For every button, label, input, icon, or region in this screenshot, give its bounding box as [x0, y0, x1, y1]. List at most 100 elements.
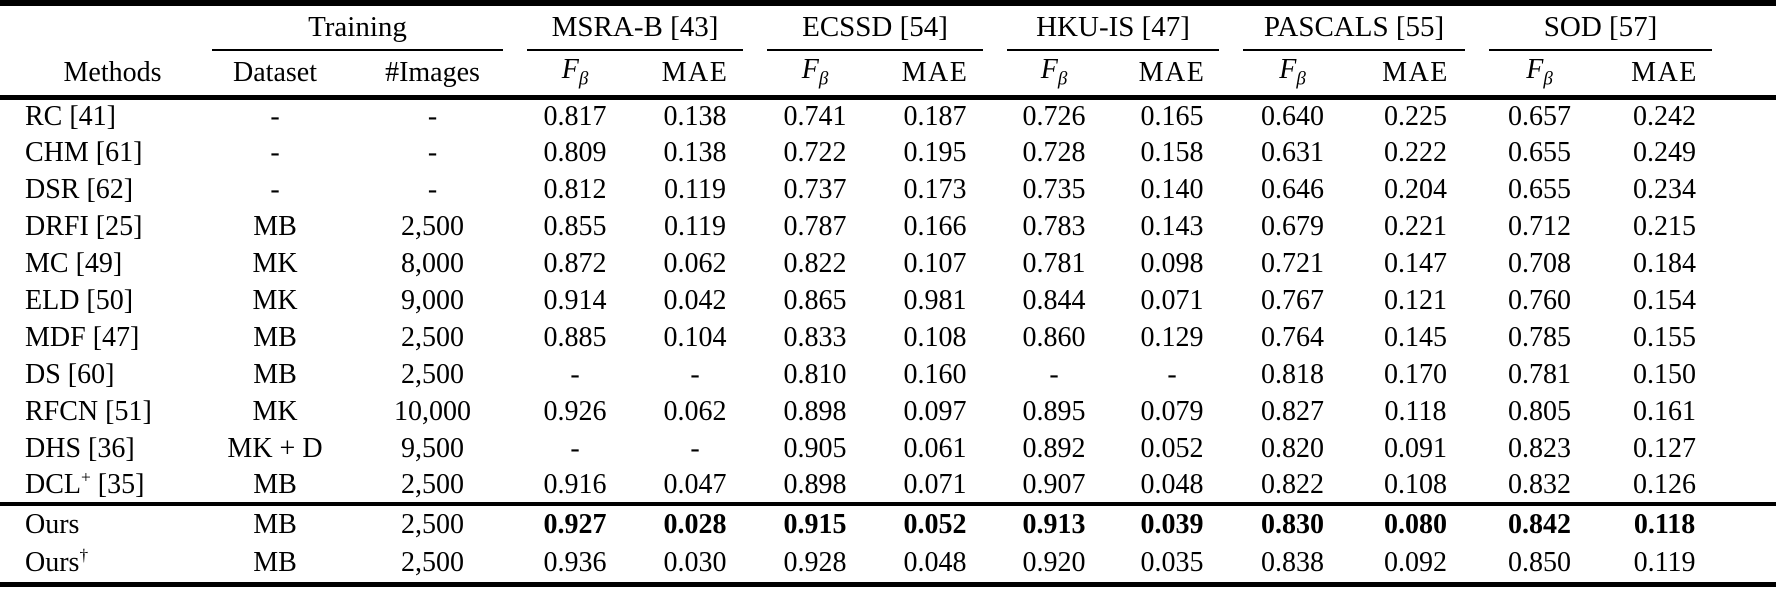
- dataset-cell: MK: [252, 395, 298, 427]
- metric-cell: 0.785: [1508, 321, 1572, 353]
- metric-cell: 0.885: [543, 321, 607, 353]
- method-cell: DCL+ [35]: [25, 467, 145, 500]
- metric-cell: 0.143: [1140, 210, 1204, 242]
- images-cell: 2,500: [401, 358, 464, 390]
- column-header-row: Methods Dataset #Images Fβ MAE Fβ MAE Fβ…: [0, 51, 1776, 97]
- training-group-header: Training: [200, 3, 515, 51]
- table-row: DHS [36] MK + D 9,500 - - 0.905 0.061 0.892 0.05…: [0, 430, 1776, 467]
- metric-cell: 0.138: [663, 136, 727, 168]
- metric-cell: 0.129: [1140, 321, 1204, 353]
- table-row: Ours MB 2,500 0.927 0.028 0.915 0.052 0.913 0.03…: [0, 504, 1776, 544]
- dataset-cell: MK + D: [227, 432, 323, 464]
- metric-cell: 0.655: [1508, 173, 1572, 205]
- metric-cell: 0.222: [1384, 136, 1448, 168]
- methods-header: Methods: [0, 51, 200, 97]
- metric-cell: 0.914: [543, 284, 607, 316]
- msra-b-label: MSRA-B [43]: [551, 11, 719, 43]
- dataset-group-hku-is: HKU-IS [47]: [995, 3, 1231, 51]
- method-cell: MDF [47]: [25, 321, 140, 353]
- images-cell: -: [427, 136, 438, 168]
- metric-cell: 0.812: [543, 173, 607, 205]
- metric-cell: 0.832: [1508, 468, 1572, 500]
- metric-cell: 0.741: [783, 100, 847, 132]
- metric-cell: 0.184: [1633, 247, 1697, 279]
- metric-cell: 0.905: [783, 432, 847, 464]
- metric-cell: 0.080: [1384, 509, 1448, 540]
- metric-cell: 0.760: [1508, 284, 1572, 316]
- metric-cell: 0.712: [1508, 210, 1572, 242]
- metric-cell: 0.061: [903, 432, 967, 464]
- hku-is-label: HKU-IS [47]: [1036, 11, 1190, 43]
- metric-cell: 0.631: [1261, 136, 1325, 168]
- metric-cell: 0.119: [664, 210, 726, 242]
- metric-cell: 0.721: [1261, 247, 1325, 279]
- metric-cell: 0.936: [543, 546, 607, 578]
- metric-cell: 0.108: [903, 321, 967, 353]
- images-cell: 2,500: [401, 321, 464, 353]
- metric-cell: 0.092: [1384, 546, 1448, 578]
- metric-cell: 0.833: [783, 321, 847, 353]
- metric-cell: 0.150: [1633, 358, 1697, 390]
- metric-cell: 0.898: [783, 395, 847, 427]
- images-cell: 2,500: [401, 210, 464, 242]
- table-row: ELD [50] MK 9,000 0.914 0.042 0.865 0.981 0.844…: [0, 282, 1776, 319]
- metric-cell: 0.787: [783, 210, 847, 242]
- metric-cell: 0.195: [903, 136, 967, 168]
- images-cell: 2,500: [401, 546, 464, 578]
- training-group-label: Training: [308, 11, 407, 43]
- metric-cell: -: [690, 358, 700, 390]
- dataset-cell: MK: [252, 284, 298, 316]
- dataset-cell: MB: [253, 546, 297, 578]
- metric-cell: 0.165: [1140, 100, 1204, 132]
- metric-cell: 0.838: [1261, 546, 1325, 578]
- method-cell: Ours: [25, 509, 80, 540]
- dataset-cell: MB: [253, 509, 297, 540]
- metric-cell: 0.118: [1633, 509, 1696, 540]
- images-cell: 2,500: [401, 509, 464, 540]
- method-cell: DSR [62]: [25, 173, 134, 205]
- table-body: RC [41] - - 0.817 0.138 0.741 0.187 0.726 0.165 0…: [0, 97, 1776, 504]
- metric-cell: 0.160: [903, 358, 967, 390]
- metric-cell: -: [690, 432, 700, 464]
- metric-cell: 0.187: [903, 100, 967, 132]
- metric-cell: 0.809: [543, 136, 607, 168]
- metric-cell: 0.138: [663, 100, 727, 132]
- metric-cell: 0.855: [543, 210, 607, 242]
- metric-cell: 0.249: [1633, 136, 1697, 168]
- method-superscript: +: [81, 467, 91, 487]
- metric-cell: 0.655: [1508, 136, 1572, 168]
- metric-cell: 0.872: [543, 247, 607, 279]
- mae-header-ecssd: MAE: [901, 56, 969, 88]
- metric-cell: 0.783: [1022, 210, 1086, 242]
- metric-cell: 0.805: [1508, 395, 1572, 427]
- fbeta-header-sod: Fβ: [1526, 54, 1553, 91]
- method-superscript: †: [79, 545, 89, 565]
- metric-cell: 0.161: [1633, 395, 1697, 427]
- method-cell: RC [41]: [25, 100, 116, 132]
- sod-label: SOD [57]: [1543, 11, 1658, 43]
- table-row: DCL+ [35] MB 2,500 0.916 0.047 0.898 0.071 0.90…: [0, 467, 1776, 504]
- metric-cell: 0.817: [543, 100, 607, 132]
- metric-cell: 0.764: [1261, 321, 1325, 353]
- metric-cell: 0.679: [1261, 210, 1325, 242]
- metric-cell: 0.898: [783, 468, 847, 500]
- metric-cell: 0.062: [663, 247, 727, 279]
- images-cell: 10,000: [394, 395, 471, 427]
- method-cell: DRFI [25]: [25, 210, 143, 242]
- metric-cell: 0.042: [663, 284, 727, 316]
- metric-cell: 0.726: [1022, 100, 1086, 132]
- metric-cell: -: [570, 358, 580, 390]
- dataset-cell: MB: [253, 321, 297, 353]
- metric-cell: 0.108: [1384, 468, 1448, 500]
- dataset-label: Dataset: [233, 56, 317, 88]
- metric-cell: 0.048: [1140, 468, 1204, 500]
- metric-cell: 0.030: [663, 546, 727, 578]
- table-row: RC [41] - - 0.817 0.138 0.741 0.187 0.726 0.165 0…: [0, 97, 1776, 134]
- dataset-cell: MK: [252, 247, 298, 279]
- mae-header-hku-is: MAE: [1138, 56, 1206, 88]
- images-label: #Images: [385, 56, 480, 88]
- metric-cell: 0.657: [1508, 100, 1572, 132]
- metric-cell: 0.895: [1022, 395, 1086, 427]
- images-cell: 8,000: [401, 247, 464, 279]
